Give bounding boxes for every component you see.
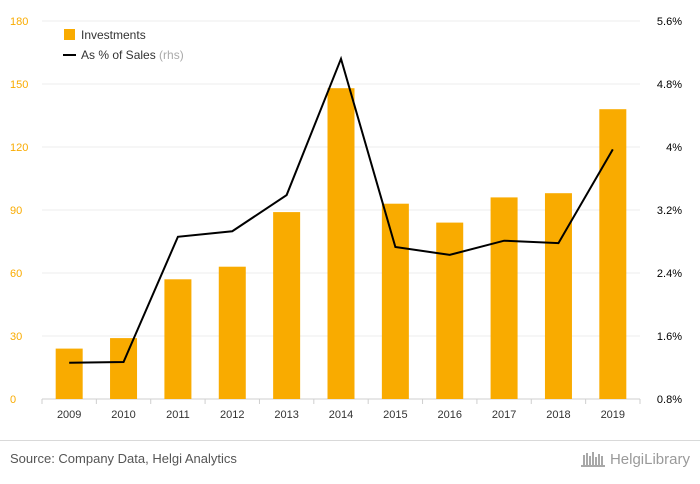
legend-label-investments: Investments — [81, 28, 146, 42]
left-tick-label: 120 — [10, 142, 28, 154]
left-axis-ticks: 0 30 60 90 120 150 180 — [10, 16, 28, 406]
right-tick-label: 4% — [666, 142, 682, 154]
left-tick-label: 180 — [10, 16, 28, 28]
right-axis-ticks: 0.8% 1.6% 2.4% 3.2% 4% 4.8% 5.6% — [657, 16, 682, 406]
footer: Source: Company Data, Helgi Analytics He… — [0, 440, 700, 484]
x-tick-label: 2017 — [492, 409, 516, 421]
legend: Investments As % of Sales (rhs) — [63, 28, 184, 62]
bar — [382, 204, 409, 399]
x-tick-label: 2019 — [601, 409, 625, 421]
right-tick-label: 5.6% — [657, 16, 682, 28]
x-tick-label: 2010 — [111, 409, 135, 421]
chart-canvas: 0 30 60 90 120 150 180 0.8% 1.6% 2.4% 3.2% 4% 4.8% 5… — [0, 0, 700, 440]
bar — [491, 197, 518, 399]
bar — [110, 338, 137, 399]
bar — [164, 279, 191, 399]
right-tick-label: 0.8% — [657, 394, 682, 406]
x-axis-labels: 2009 2010 2011 2012 2013 2014 2015 2016 2017 2018… — [42, 399, 640, 421]
brand-name: HelgiLibrary — [610, 451, 690, 468]
left-tick-label: 150 — [10, 79, 28, 91]
legend-label-percent: As % of Sales (rhs) — [81, 48, 184, 62]
bar — [545, 193, 572, 399]
left-tick-label: 0 — [10, 394, 16, 406]
brand[interactable]: HelgiLibrary — [580, 450, 690, 468]
right-tick-label: 1.6% — [657, 331, 682, 343]
x-tick-label: 2013 — [274, 409, 298, 421]
bar — [436, 223, 463, 399]
source-text: Source: Company Data, Helgi Analytics — [10, 451, 237, 466]
x-tick-label: 2009 — [57, 409, 81, 421]
bar — [273, 212, 300, 399]
bar — [328, 88, 355, 399]
x-tick-label: 2014 — [329, 409, 353, 421]
library-logo-icon — [580, 450, 606, 468]
x-tick-label: 2012 — [220, 409, 244, 421]
left-tick-label: 60 — [10, 268, 22, 280]
investments-bars — [56, 88, 627, 399]
right-tick-label: 3.2% — [657, 205, 682, 217]
x-tick-label: 2016 — [437, 409, 461, 421]
right-tick-label: 4.8% — [657, 79, 682, 91]
right-tick-label: 2.4% — [657, 268, 682, 280]
bar — [219, 267, 246, 399]
legend-swatch-investments — [64, 29, 75, 40]
x-tick-label: 2011 — [166, 409, 190, 421]
x-tick-label: 2018 — [546, 409, 570, 421]
bar — [56, 349, 83, 399]
left-tick-label: 90 — [10, 205, 22, 217]
left-tick-label: 30 — [10, 331, 22, 343]
legend-series-name: As % of Sales — [81, 48, 159, 62]
bar — [599, 109, 626, 399]
x-tick-label: 2015 — [383, 409, 407, 421]
legend-rhs-note: (rhs) — [159, 48, 184, 62]
